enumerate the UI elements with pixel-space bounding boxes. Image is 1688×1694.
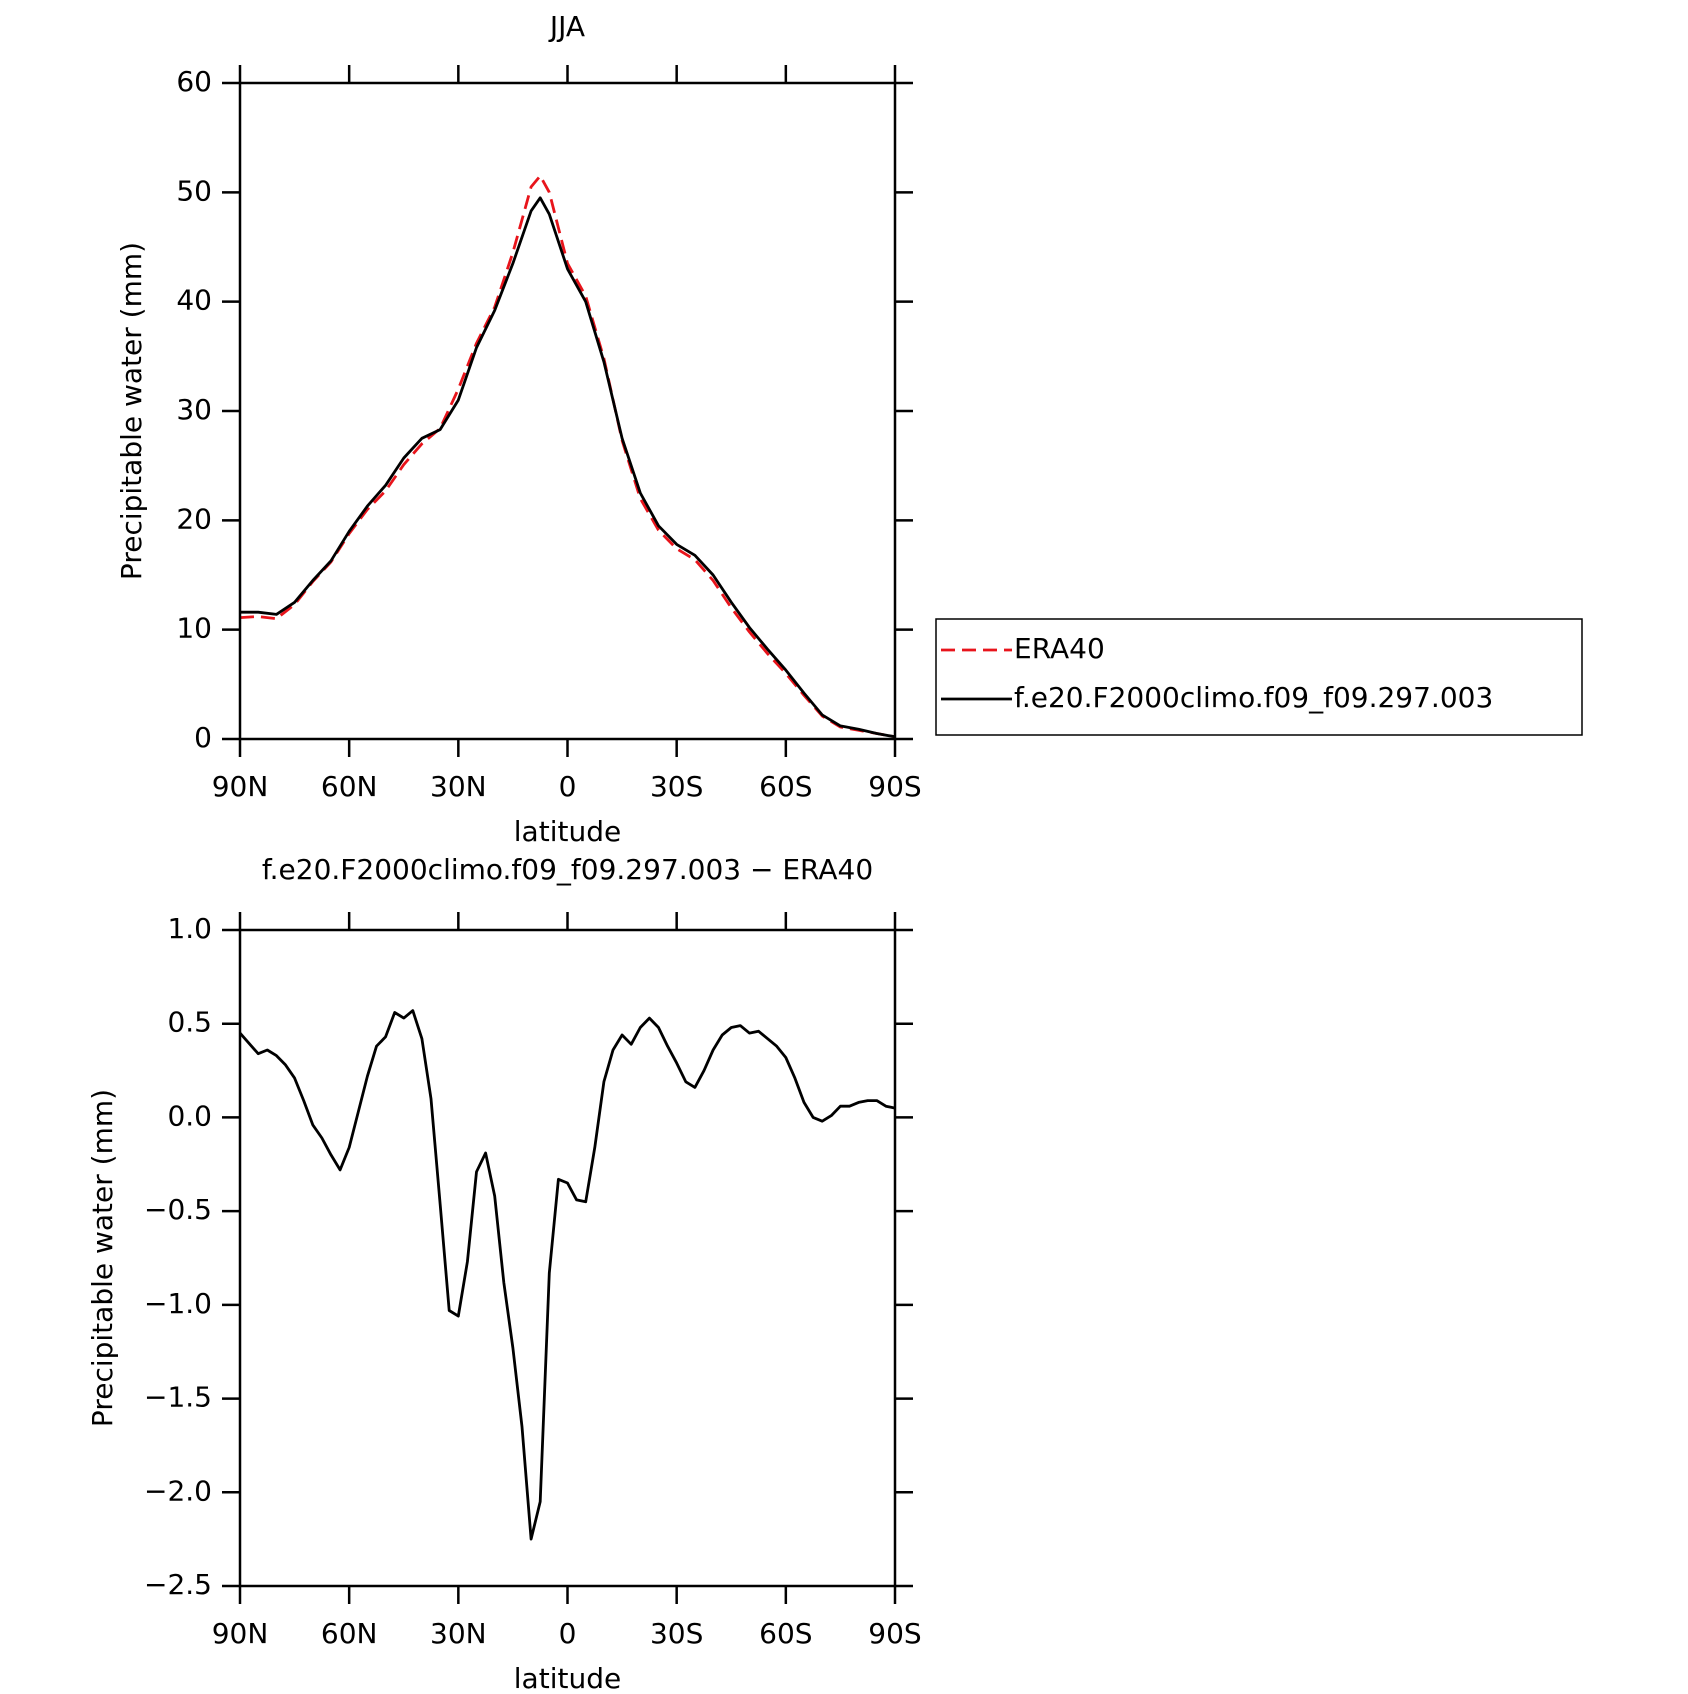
x-tick-label: 60N (321, 1617, 378, 1650)
legend-label: f.e20.F2000climo.f09_f09.297.003 (1014, 681, 1493, 714)
y-tick-label: −2.5 (144, 1568, 212, 1601)
y-tick-label: 40 (176, 284, 212, 317)
y-tick-label: −1.0 (144, 1287, 212, 1320)
data-line (238, 1009, 896, 1541)
legend: ERA40 f.e20.F2000climo.f09_f09.297.003 (935, 618, 1583, 736)
y-tick-label: 0.0 (167, 1099, 212, 1132)
plot-frame (238, 81, 897, 741)
y-tick-label: −0.5 (144, 1193, 212, 1226)
x-tick-label: 30N (430, 770, 487, 803)
chart-title: JJA (548, 10, 585, 43)
x-tick-label: 90S (868, 770, 921, 803)
data-line (239, 174, 896, 739)
x-axis-label: latitude (514, 1662, 621, 1694)
x-tick-label: 0 (559, 770, 577, 803)
y-axis-label: Precipitable water (mm) (115, 242, 148, 580)
legend-box (935, 618, 1583, 736)
y-tick-label: 20 (176, 502, 212, 535)
y-tick-label: 10 (176, 612, 212, 645)
x-tick-label: 30S (650, 1617, 703, 1650)
x-tick-label: 30S (650, 770, 703, 803)
chart-title: f.e20.F2000climo.f09_f09.297.003 − ERA40 (262, 853, 873, 886)
y-tick-label: 0 (194, 721, 212, 754)
y-tick-label: −2.0 (144, 1474, 212, 1507)
plot: f.e20.F2000climo.f09_f09.297.003 − ERA40… (86, 853, 922, 1694)
x-tick-label: 0 (559, 1617, 577, 1650)
y-tick-label: 1.0 (167, 912, 212, 945)
y-tick-label: 30 (176, 393, 212, 426)
y-tick-label: −1.5 (144, 1381, 212, 1414)
plot-frame (238, 928, 897, 1588)
x-tick-label: 30N (430, 1617, 487, 1650)
x-tick-label: 60S (759, 1617, 812, 1650)
plot: JJA latitude Precipitable water (mm) 90N 60N… (115, 10, 922, 848)
data-line (240, 196, 896, 739)
x-axis-label: latitude (514, 815, 621, 848)
x-tick-label: 90N (212, 1617, 269, 1650)
y-axis-label: Precipitable water (mm) (86, 1089, 119, 1427)
x-tick-label: 60S (759, 770, 812, 803)
y-tick-label: 50 (176, 174, 212, 207)
x-tick-label: 90S (868, 1617, 921, 1650)
y-tick-label: 60 (176, 65, 212, 98)
x-tick-label: 60N (321, 770, 378, 803)
y-tick-label: 0.5 (167, 1006, 212, 1039)
x-tick-label: 90N (212, 770, 269, 803)
legend-label: ERA40 (1014, 632, 1105, 665)
